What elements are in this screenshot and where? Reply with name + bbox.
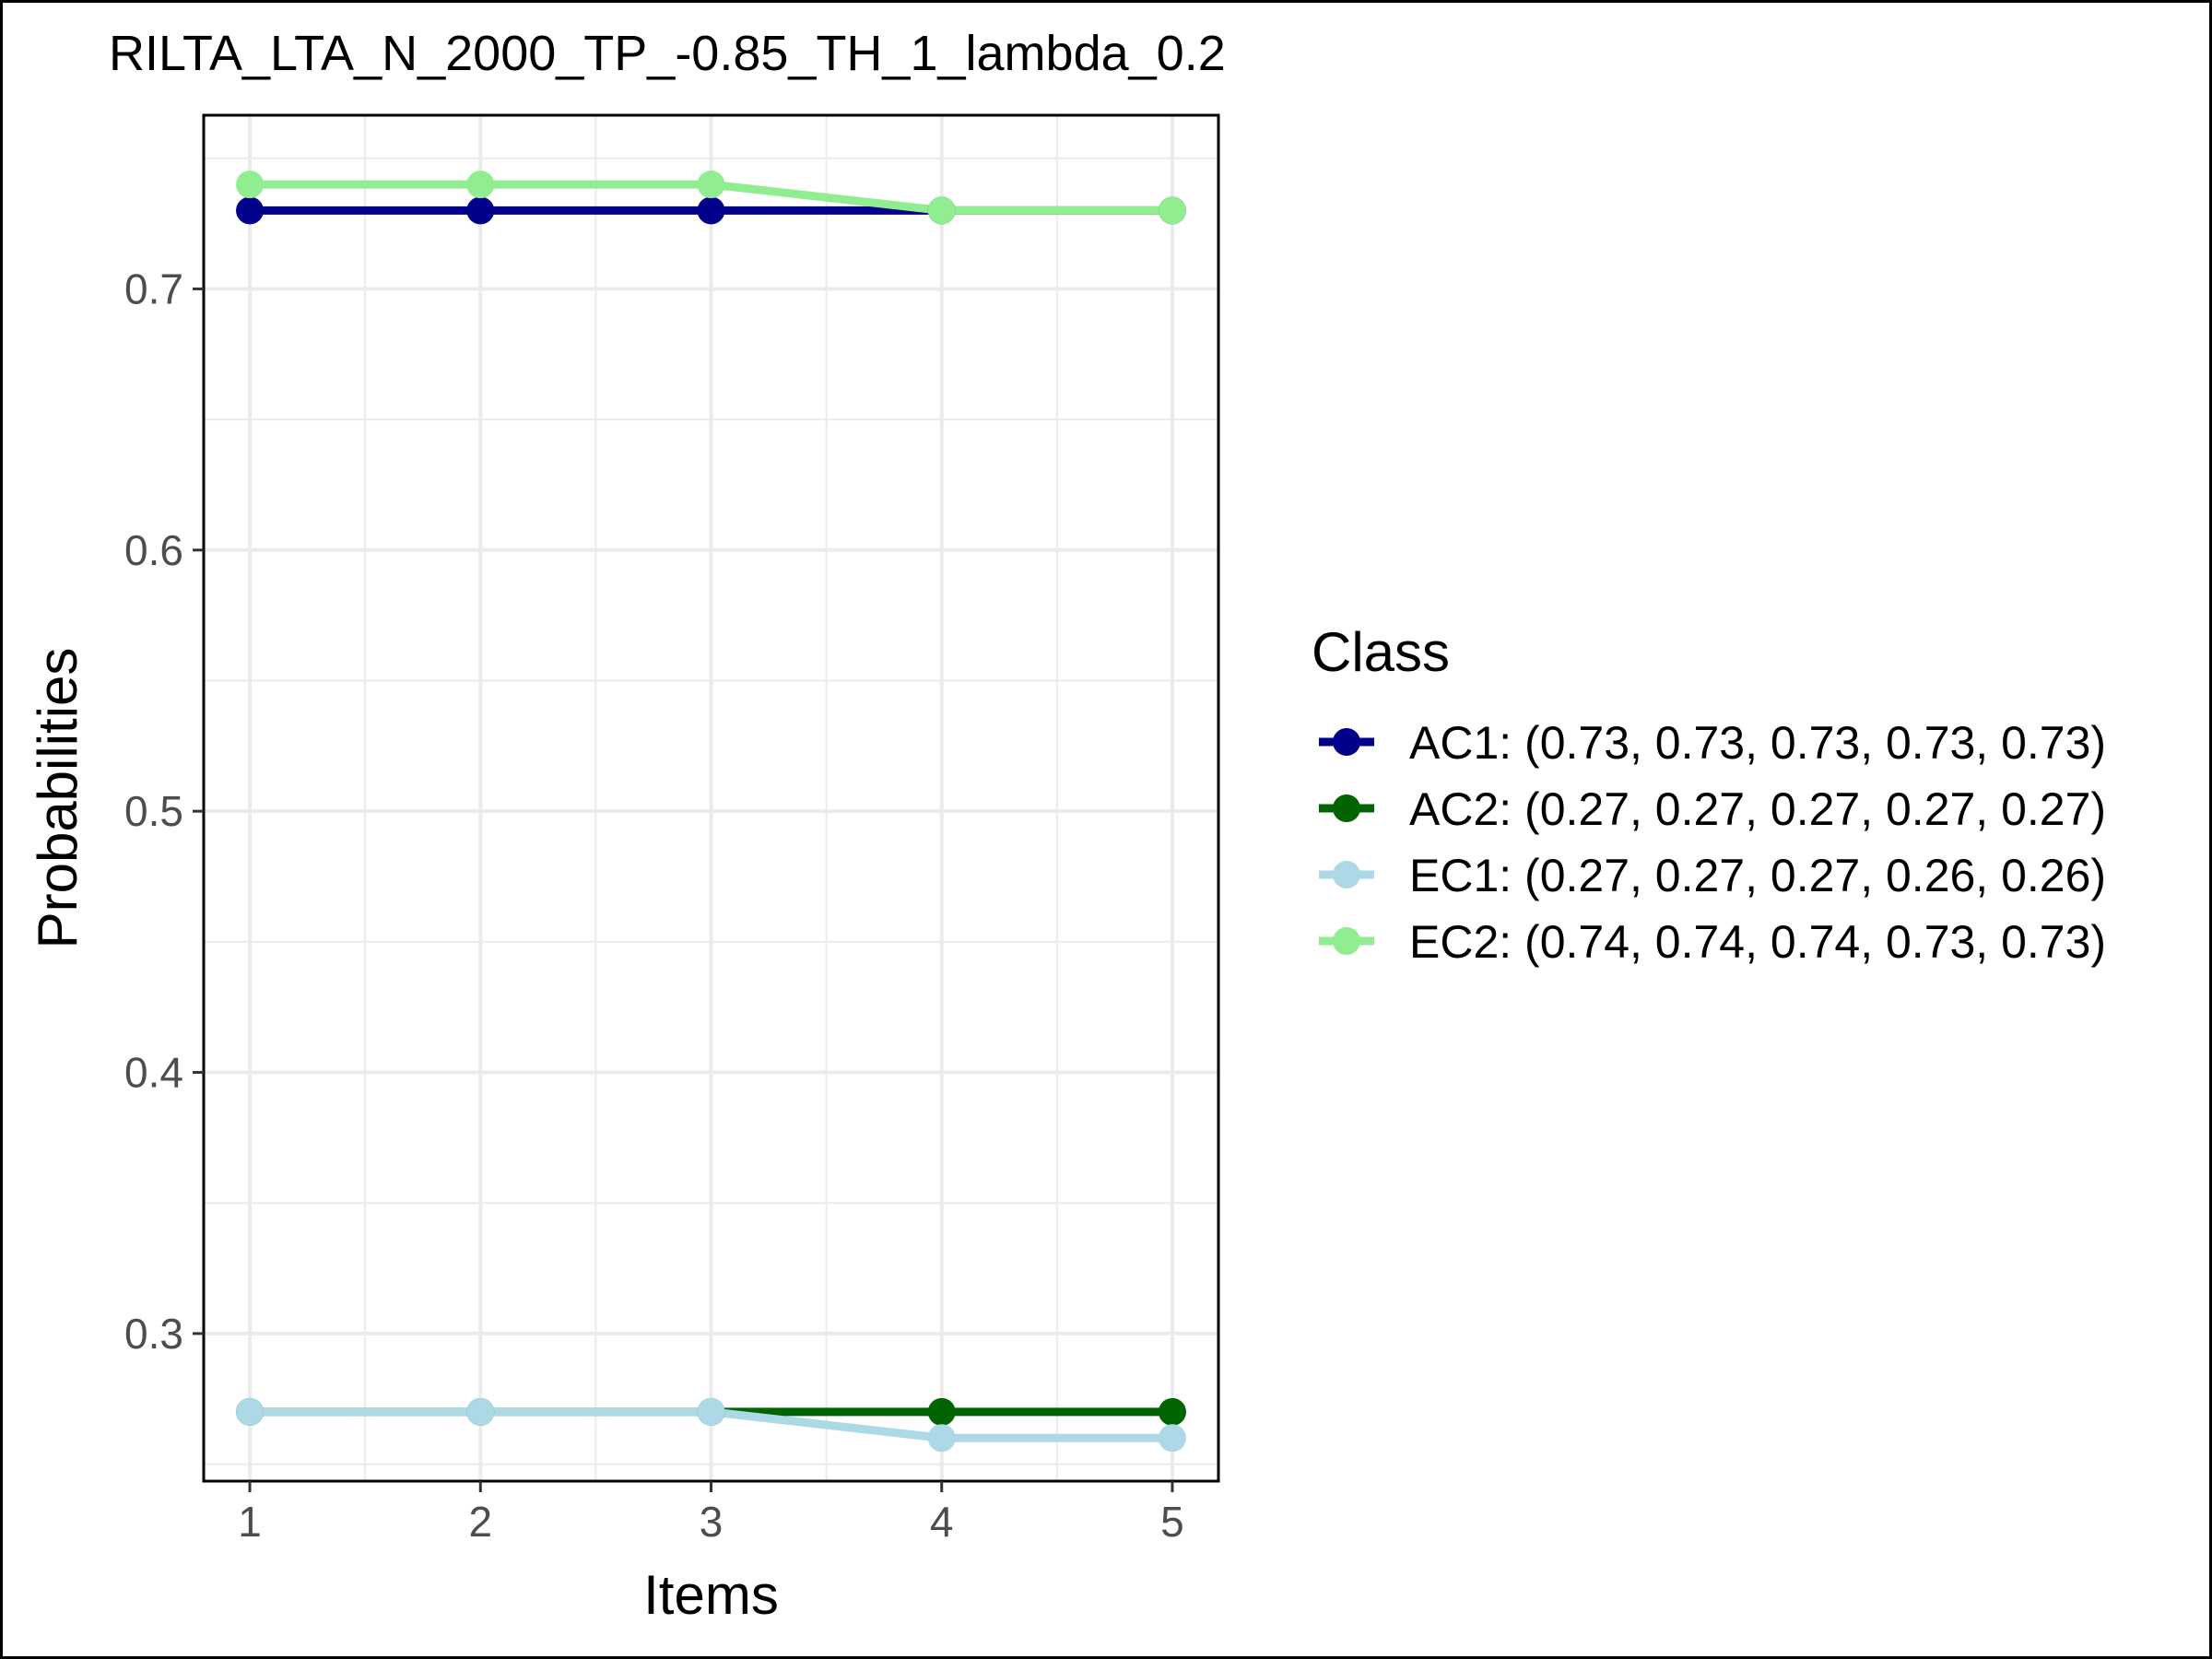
- y-tick-label: 0.5: [124, 787, 183, 835]
- data-point-ec1: [927, 1424, 956, 1453]
- legend-item-ac2: AC2: (0.27, 0.27, 0.27, 0.27, 0.27): [1319, 783, 2106, 835]
- x-tick-label: 5: [1160, 1498, 1184, 1546]
- x-axis-title: Items: [643, 1564, 779, 1626]
- x-tick-label: 2: [468, 1498, 492, 1546]
- line-chart: RILTA_LTA_N_2000_TP_-0.85_TH_1_lambda_0.…: [27, 26, 2106, 1626]
- data-point-ac2: [1158, 1397, 1186, 1426]
- legend-swatch-point: [1333, 728, 1360, 756]
- legend-title: Class: [1312, 621, 1450, 683]
- data-point-ec1: [1158, 1424, 1186, 1453]
- data-point-ec2: [1158, 196, 1186, 225]
- legend-item-ac1: AC1: (0.73, 0.73, 0.73, 0.73, 0.73): [1319, 717, 2106, 769]
- legend-label: EC2: (0.74, 0.74, 0.74, 0.73, 0.73): [1409, 916, 2106, 968]
- legend-swatch-point: [1333, 794, 1360, 822]
- data-point-ec2: [927, 196, 956, 225]
- data-point-ec2: [236, 171, 265, 199]
- data-point-ec1: [697, 1397, 725, 1426]
- series-layer: [236, 171, 1186, 1453]
- data-point-ec1: [236, 1397, 265, 1426]
- data-point-ec2: [697, 171, 725, 199]
- legend-label: EC1: (0.27, 0.27, 0.27, 0.26, 0.26): [1409, 850, 2106, 901]
- y-tick-label: 0.3: [124, 1310, 183, 1358]
- legend: Class AC1: (0.73, 0.73, 0.73, 0.73, 0.73…: [1312, 621, 2106, 968]
- legend-swatch-point: [1333, 861, 1360, 888]
- data-point-ec1: [466, 1397, 495, 1426]
- legend-items: AC1: (0.73, 0.73, 0.73, 0.73, 0.73) AC2: …: [1319, 717, 2106, 968]
- y-tick-label: 0.6: [124, 526, 183, 574]
- y-axis-title: Probabilities: [27, 648, 88, 949]
- data-point-ac1: [236, 196, 265, 225]
- x-tick-label: 3: [700, 1498, 724, 1546]
- chart-title: RILTA_LTA_N_2000_TP_-0.85_TH_1_lambda_0.…: [109, 26, 1226, 81]
- legend-item-ec1: EC1: (0.27, 0.27, 0.27, 0.26, 0.26): [1319, 850, 2106, 901]
- axis-ticks: 1 2 3 4 5 0.3 0.4 0.5 0.6 0.7: [124, 265, 1184, 1546]
- y-tick-label: 0.4: [124, 1049, 183, 1097]
- data-point-ac1: [697, 196, 725, 225]
- legend-label: AC1: (0.73, 0.73, 0.73, 0.73, 0.73): [1409, 717, 2106, 769]
- x-tick-label: 4: [930, 1498, 954, 1546]
- data-point-ac1: [466, 196, 495, 225]
- legend-label: AC2: (0.27, 0.27, 0.27, 0.27, 0.27): [1409, 783, 2106, 835]
- y-tick-label: 0.7: [124, 265, 183, 312]
- x-tick-label: 1: [238, 1498, 262, 1546]
- legend-item-ec2: EC2: (0.74, 0.74, 0.74, 0.73, 0.73): [1319, 916, 2106, 968]
- data-point-ac2: [927, 1397, 956, 1426]
- data-point-ec2: [466, 171, 495, 199]
- legend-swatch-point: [1333, 927, 1360, 955]
- grid: [204, 115, 1218, 1481]
